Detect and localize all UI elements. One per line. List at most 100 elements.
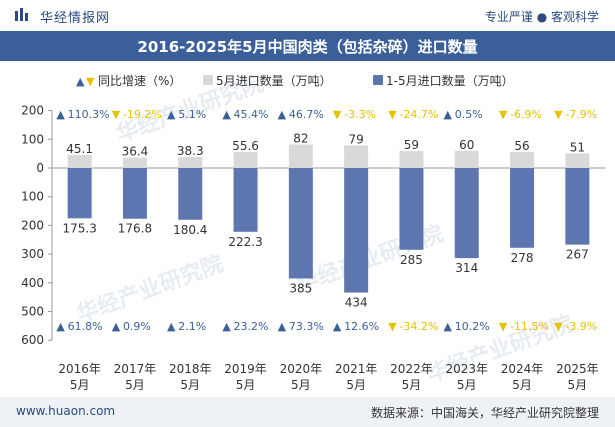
data-label-cumulative: 285	[400, 253, 423, 267]
x-tick-label-month: 5月	[512, 378, 532, 392]
growth-down-icon: ▼	[499, 108, 508, 121]
x-tick-label-year: 2021年	[335, 362, 378, 376]
y-tick-label: 300	[21, 247, 44, 261]
x-tick-label-month: 5月	[568, 378, 588, 392]
data-label-may: 60	[459, 138, 474, 152]
growth-up-icon: ▲	[278, 320, 287, 333]
growth-label-may: -3.3%	[344, 108, 376, 121]
x-tick-label-month: 5月	[236, 378, 256, 392]
growth-down-icon: ▼	[112, 108, 121, 121]
bar-cumulative	[122, 168, 147, 219]
growth-up-icon: ▲	[112, 320, 121, 333]
data-label-may: 82	[293, 131, 308, 145]
growth-label-may: -19.2%	[123, 108, 162, 121]
y-tick-label: 200	[21, 104, 44, 118]
growth-label-may: -6.9%	[510, 108, 542, 121]
growth-up-icon: ▲	[444, 108, 453, 121]
x-tick-label-month: 5月	[457, 378, 477, 392]
x-tick-label-year: 2018年	[169, 362, 212, 376]
bar-may	[178, 157, 203, 168]
growth-label-cumulative: 0.9%	[123, 320, 151, 333]
data-label-may: 36.4	[122, 145, 149, 159]
growth-label-cumulative: -3.9%	[565, 320, 597, 333]
footer-bar	[0, 397, 615, 427]
y-tick-label: 400	[21, 276, 44, 290]
x-tick-label-month: 5月	[402, 378, 422, 392]
watermark-text: 华经产业研究院	[73, 251, 227, 328]
footer-source: 数据来源：中国海关，华经产业研究院整理	[370, 406, 599, 420]
growth-down-icon: ▼	[333, 108, 342, 121]
bar-may	[510, 151, 535, 168]
bar-may	[344, 145, 369, 168]
bar-may	[122, 157, 147, 168]
data-label-may: 51	[570, 140, 585, 154]
growth-up-icon: ▲	[56, 320, 65, 333]
data-label-may: 45.1	[66, 142, 93, 156]
x-tick-label-year: 2020年	[280, 362, 323, 376]
growth-label-cumulative: -34.2%	[399, 320, 438, 333]
title-bar	[0, 31, 615, 61]
bar-may	[288, 144, 313, 168]
x-tick-label-year: 2023年	[445, 362, 488, 376]
growth-label-may: 46.7%	[289, 108, 324, 121]
data-label-cumulative: 314	[455, 261, 478, 275]
data-label-may: 59	[404, 138, 419, 152]
growth-label-may: 110.3%	[68, 108, 110, 121]
growth-up-icon: ▲	[222, 320, 231, 333]
data-label-cumulative: 278	[511, 251, 534, 265]
bar-cumulative	[510, 168, 535, 248]
data-label-cumulative: 267	[566, 248, 589, 262]
growth-up-icon: ▲	[56, 108, 65, 121]
x-tick-label-month: 5月	[125, 378, 145, 392]
data-label-cumulative: 175.3	[62, 221, 96, 235]
y-tick-label: 200	[21, 218, 44, 232]
growth-up-icon: ▲	[444, 320, 453, 333]
footer-website: www.huaon.com	[16, 404, 116, 418]
growth-label-cumulative: 23.2%	[234, 320, 269, 333]
growth-label-may: 0.5%	[455, 108, 483, 121]
bar-cumulative	[399, 168, 424, 250]
legend-down-triangle-icon: ▼	[86, 75, 95, 88]
x-tick-label-year: 2025年	[556, 362, 599, 376]
growth-label-cumulative: -11.5%	[510, 320, 549, 333]
bar-cumulative	[178, 168, 203, 220]
data-label-may: 55.6	[232, 139, 259, 153]
y-tick-label: 600	[21, 333, 44, 347]
bar-may	[67, 155, 92, 168]
data-label-cumulative: 222.3	[228, 235, 262, 249]
x-tick-label-year: 2024年	[501, 362, 544, 376]
data-label-cumulative: 385	[289, 281, 312, 295]
bar-cumulative	[288, 168, 313, 279]
growth-label-may: 5.1%	[178, 108, 206, 121]
legend-swatch-may	[203, 75, 213, 85]
growth-label-cumulative: 73.3%	[289, 320, 324, 333]
growth-down-icon: ▼	[388, 320, 397, 333]
bar-cumulative	[344, 168, 369, 293]
x-tick-label-month: 5月	[346, 378, 366, 392]
growth-label-cumulative: 10.2%	[455, 320, 490, 333]
legend-up-triangle-icon: ▲	[76, 75, 85, 88]
x-tick-label-month: 5月	[291, 378, 311, 392]
brand-name: 华经情报网	[40, 11, 111, 26]
data-label-may: 56	[514, 139, 529, 153]
y-tick-label: 100	[21, 190, 44, 204]
bar-may	[233, 152, 258, 168]
bar-may	[565, 153, 590, 168]
data-label-cumulative: 176.8	[118, 222, 152, 236]
growth-label-may: -7.9%	[565, 108, 597, 121]
chart-title: 2016-2025年5月中国肉类（包括杂碎）进口数量	[137, 38, 478, 56]
data-label-cumulative: 180.4	[173, 223, 207, 237]
growth-up-icon: ▲	[278, 108, 287, 121]
x-tick-label-year: 2016年	[58, 362, 101, 376]
y-tick-label: 500	[21, 305, 44, 319]
legend-label-may: 5月进口数量（万吨）	[216, 73, 332, 88]
growth-down-icon: ▼	[499, 320, 508, 333]
watermark-text: 华经产业研究院	[293, 221, 447, 298]
bar-cumulative	[565, 168, 590, 245]
x-tick-label-year: 2022年	[390, 362, 433, 376]
data-label-cumulative: 434	[345, 296, 368, 310]
growth-label-cumulative: 2.1%	[178, 320, 206, 333]
legend-label-cumulative: 1-5月进口数量（万吨）	[386, 73, 514, 88]
tagline: 专业严谨 ● 客观科学	[484, 10, 599, 24]
